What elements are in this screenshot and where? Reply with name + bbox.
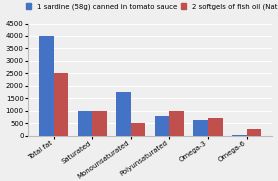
Bar (193, 120, 208, 136)
Bar (247, 129, 261, 136)
Bar (131, 123, 145, 136)
Bar (232, 134, 247, 136)
Bar (78, 111, 92, 136)
Bar (54, 73, 68, 136)
Bar (116, 92, 131, 136)
Bar (169, 111, 184, 136)
Bar (155, 116, 169, 136)
Legend: 1 sardine (58g) canned in tomato sauce, 2 softgels of fish oil (Nature Made): 1 sardine (58g) canned in tomato sauce, … (26, 3, 278, 10)
Bar (92, 111, 107, 136)
Bar (208, 118, 223, 136)
Bar (39, 36, 54, 136)
